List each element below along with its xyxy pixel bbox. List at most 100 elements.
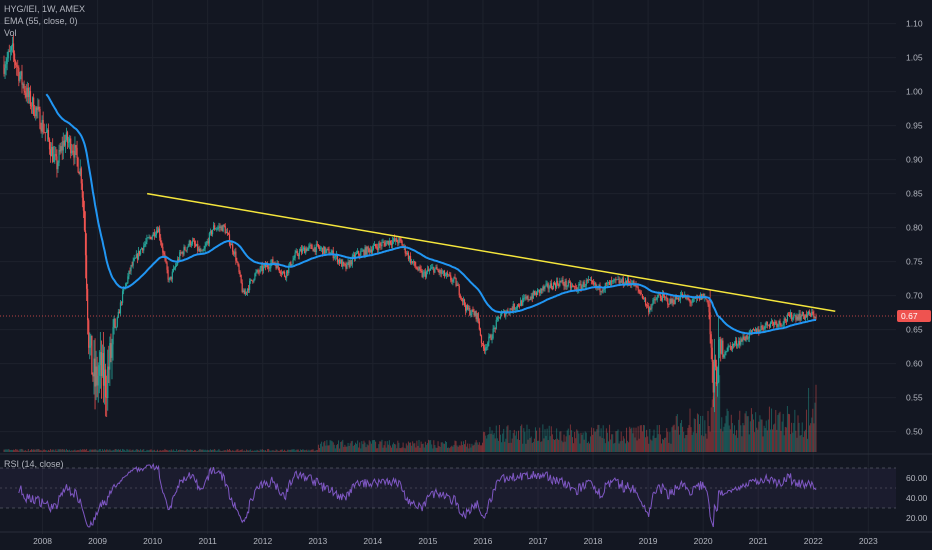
volume-bar xyxy=(35,449,37,452)
candle-body xyxy=(680,293,683,296)
candle-body xyxy=(522,298,524,306)
volume-bar xyxy=(472,445,474,452)
candle-body xyxy=(737,345,739,346)
candle-body xyxy=(66,132,69,143)
candle-body xyxy=(336,254,339,263)
candle-body xyxy=(710,334,712,348)
candle-body xyxy=(495,319,497,329)
candle-body xyxy=(782,323,784,326)
candle-body xyxy=(439,270,441,274)
volume-bar xyxy=(682,426,684,452)
volume-bar xyxy=(326,440,328,452)
candle-body xyxy=(706,299,708,301)
rsi-legend[interactable]: RSI (14, close) xyxy=(4,459,64,469)
volume-bar xyxy=(695,433,697,452)
volume-bar xyxy=(244,450,246,452)
candle-body xyxy=(358,251,360,255)
volume-bar xyxy=(147,450,149,452)
candle-body xyxy=(73,151,75,158)
volume-bar xyxy=(606,432,608,452)
candle-body xyxy=(770,321,773,323)
volume-bar xyxy=(224,450,226,452)
volume-bar xyxy=(564,441,566,452)
ema-legend[interactable]: EMA (55, close, 0) xyxy=(4,16,78,26)
candle-body xyxy=(13,53,16,61)
volume-bar xyxy=(95,449,97,452)
volume-bar xyxy=(137,449,139,452)
candle-body xyxy=(601,290,603,292)
volume-bar xyxy=(678,434,680,452)
candle-body xyxy=(500,313,503,317)
volume-bar xyxy=(136,449,138,452)
candle-body xyxy=(4,68,6,74)
volume-bar xyxy=(597,424,599,452)
volume-bar xyxy=(112,449,114,452)
candle-body xyxy=(15,60,17,66)
candle-body xyxy=(309,245,311,246)
volume-bar xyxy=(164,448,166,452)
volume-bar xyxy=(356,443,358,452)
volume-bar xyxy=(383,445,385,452)
volume-bar xyxy=(683,431,685,452)
volume-bar xyxy=(23,450,25,452)
volume-bar xyxy=(3,449,5,452)
volume-bar xyxy=(768,406,770,452)
candle-body xyxy=(786,314,789,322)
candle-body xyxy=(543,286,545,289)
candle-body xyxy=(253,279,255,282)
candle-body xyxy=(669,298,671,305)
volume-bar xyxy=(205,450,207,452)
candle-body xyxy=(540,288,542,293)
candle-body xyxy=(733,343,736,346)
volume-bar xyxy=(186,449,188,452)
candlesticks[interactable] xyxy=(3,34,817,418)
candle-body xyxy=(289,262,291,267)
volume-bar xyxy=(376,448,378,452)
volume-bar xyxy=(709,431,711,452)
candle-body xyxy=(423,271,425,273)
volume-bar xyxy=(183,450,185,452)
volume-bar xyxy=(291,449,293,452)
time-axis[interactable]: 2008 2009 2010 2011 2012 2013 2014 2015 2016 2017… xyxy=(33,536,878,546)
candle-body xyxy=(322,247,324,254)
volume-bar xyxy=(578,433,580,452)
volume-bar xyxy=(258,450,260,452)
candle-body xyxy=(216,228,218,230)
candle-body xyxy=(226,231,228,233)
volume-bar xyxy=(341,441,343,452)
candle-body xyxy=(62,140,64,151)
volume-bar xyxy=(188,450,190,452)
symbol-legend[interactable]: HYG/IEI, 1W, AMEX xyxy=(4,4,86,14)
volume-bar xyxy=(581,434,583,452)
candle-body xyxy=(496,317,498,320)
candle-body xyxy=(71,150,73,154)
candle-body xyxy=(396,238,398,242)
volume-legend[interactable]: Vol xyxy=(4,28,17,38)
volume-bar xyxy=(362,444,364,452)
volume-bar xyxy=(155,450,157,452)
volume-bar xyxy=(598,424,600,452)
candle-body xyxy=(147,237,149,239)
volume-bar xyxy=(450,446,452,452)
volume-bar xyxy=(131,449,133,452)
volume-bar xyxy=(663,439,665,452)
candle-body xyxy=(659,294,661,298)
candle-body xyxy=(240,274,242,283)
volume-bar xyxy=(317,444,319,452)
price-axis[interactable]: 1.101.051.000.950.900.850.800.750.700.65… xyxy=(906,19,923,437)
candle-body xyxy=(427,269,430,271)
candle-body xyxy=(379,243,381,245)
candle-body xyxy=(471,309,473,314)
candle-body xyxy=(344,263,346,265)
volume-bar xyxy=(801,422,803,452)
volume-bar xyxy=(333,444,335,452)
volume-bar xyxy=(163,450,165,452)
volume-bar xyxy=(667,431,669,452)
volume-bar xyxy=(408,442,410,452)
trendline[interactable] xyxy=(147,192,836,312)
volume-bar xyxy=(47,449,49,452)
candle-body xyxy=(400,238,402,242)
volume-bar xyxy=(480,445,482,452)
